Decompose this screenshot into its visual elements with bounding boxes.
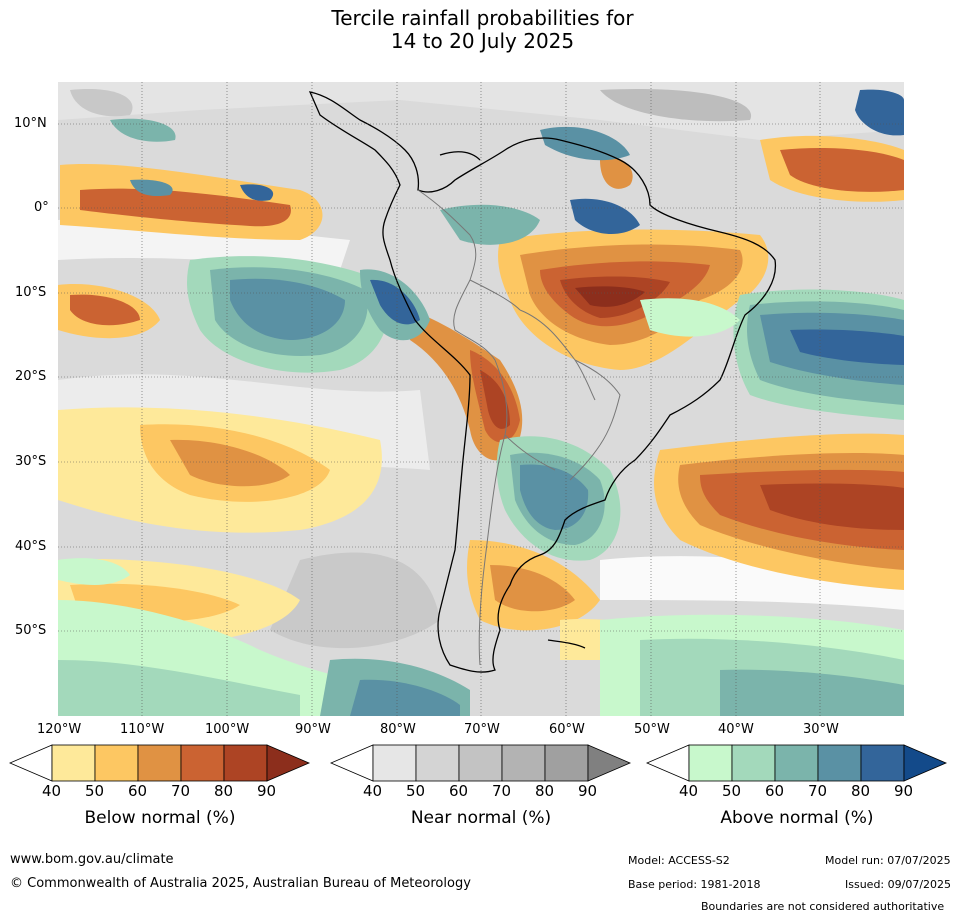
footer-issued: Issued: 09/07/2025 [845,878,952,891]
colorbar-above-title: Above normal (%) [720,808,874,828]
colorbar-above-swatch [731,744,776,782]
colorbar-above-tick-label: 70 [808,782,828,800]
lon-label-30w: 30°W [803,722,839,737]
colorbar-near-high-arrow [587,744,632,782]
colorbar-below-swatch [223,744,268,782]
lon-label-50w: 50°W [634,722,670,737]
lat-label-10s: 10°S [15,285,47,300]
colorbar-above-swatch [860,744,905,782]
lon-label-100w: 100°W [205,722,250,737]
colorbar-below-high-arrow [266,744,311,782]
map-title-line1: Tercile rainfall probabilities for [331,6,634,30]
colorbar-below-swatch [180,744,225,782]
map-title-line2: 14 to 20 July 2025 [390,29,575,53]
colorbar-below-tick-label: 60 [128,782,148,800]
colorbar-below-swatch [137,744,182,782]
map-field [58,82,904,716]
colorbar-above-low-arrow [645,744,690,782]
colorbar-near-swatch [415,744,460,782]
colorbar-near-swatch [372,744,417,782]
colorbar-below-title: Below normal (%) [84,808,236,828]
colorbar-above-tick-label: 90 [894,782,914,800]
colorbar-near-tick-label: 60 [449,782,469,800]
colorbar-below-tick-label: 40 [42,782,62,800]
colorbar-below-low-arrow [8,744,53,782]
colorbar-above-swatch [817,744,862,782]
colorbar-above-tick-label: 50 [722,782,742,800]
footer-base-period: Base period: 1981-2018 [628,878,761,891]
colorbar-below-tick-label: 70 [171,782,191,800]
lat-label-0: 0° [34,200,49,215]
colorbar-near-tick-label: 80 [535,782,555,800]
footer-model: Model: ACCESS-S2 [628,854,730,867]
colorbar-below-swatch [51,744,96,782]
colorbar-above-swatch [774,744,819,782]
colorbar-near-tick-label: 40 [363,782,383,800]
colorbar-near-swatch [501,744,546,782]
lat-label-30s: 30°S [15,454,47,469]
coastline [308,91,777,673]
lat-label-20s: 20°S [15,369,47,384]
colorbar-near-swatch [458,744,503,782]
lat-label-50s: 50°S [15,623,47,638]
lon-label-70w: 70°W [464,722,500,737]
colorbar-below-tick-label: 80 [214,782,234,800]
colorbar-near-swatch [544,744,589,782]
lon-label-90w: 90°W [295,722,331,737]
colorbar-below-tick-label: 90 [257,782,277,800]
colorbar-near-low-arrow [329,744,374,782]
lon-label-80w: 80°W [380,722,416,737]
lon-label-40w: 40°W [718,722,754,737]
footer-model-run: Model run: 07/07/2025 [825,854,951,867]
lon-label-60w: 60°W [549,722,585,737]
colorbar-near-title: Near normal (%) [410,808,552,828]
lat-label-40s: 40°S [15,539,47,554]
graticule [58,82,904,716]
footer-url: www.bom.gov.au/climate [10,852,174,867]
colorbar-above-swatch [688,744,733,782]
lon-label-120w: 120°W [37,722,82,737]
colorbar-below-swatch [94,744,139,782]
country-boundaries [417,189,621,666]
colorbar-above-tick-label: 80 [851,782,871,800]
colorbar-near-tick-label: 50 [406,782,426,800]
colorbar-above-tick-label: 40 [679,782,699,800]
lon-label-110w: 110°W [120,722,165,737]
footer-disclaimer: Boundaries are not considered authoritat… [701,900,945,913]
colorbar-below-tick-label: 50 [85,782,105,800]
footer-copyright: © Commonwealth of Australia 2025, Austra… [10,876,471,891]
colorbars [8,744,948,782]
lat-label-10n: 10°N [14,116,47,131]
colorbar-above-high-arrow [903,744,948,782]
colorbar-above-tick-label: 60 [765,782,785,800]
colorbar-near-tick-label: 70 [492,782,512,800]
colorbar-near-tick-label: 90 [578,782,598,800]
